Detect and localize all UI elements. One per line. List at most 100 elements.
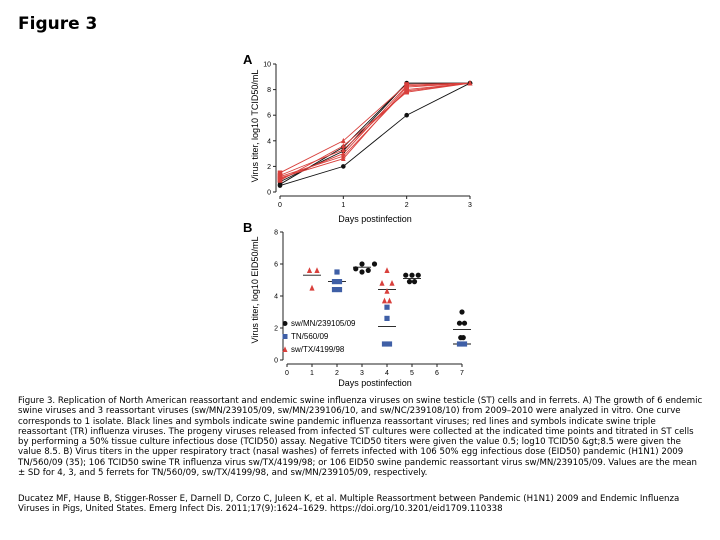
panel-a-data-point bbox=[404, 84, 409, 90]
panel-b-x-tick-label: 7 bbox=[460, 370, 464, 377]
panel-b-points bbox=[306, 261, 468, 347]
panel-b-data-point bbox=[331, 279, 338, 285]
panel-a-data-point bbox=[277, 175, 283, 181]
panel-b-y-tick-label: 4 bbox=[274, 294, 278, 301]
panel-b-data-point bbox=[406, 279, 413, 285]
panel-b-x-tick-label: 0 bbox=[285, 370, 289, 377]
panel-b-data-point bbox=[353, 266, 359, 272]
panel-a-x-tick-label: 1 bbox=[341, 202, 345, 209]
panel-a-data-point bbox=[341, 146, 346, 153]
panel-a-data-point bbox=[277, 173, 283, 178]
panel-a-series-line bbox=[279, 82, 471, 174]
panel-b-x-tick-label: 3 bbox=[360, 370, 364, 377]
panel-b-label: B bbox=[243, 220, 252, 235]
panel-b-legend-marker bbox=[282, 346, 288, 352]
panel-b-data-point bbox=[460, 335, 466, 341]
panel-b-legend-label: sw/TX/4199/98 bbox=[291, 345, 345, 354]
panel-a-data-point bbox=[341, 164, 346, 169]
panel-b-y-tick-label: 8 bbox=[274, 230, 278, 237]
panel-b-data-point bbox=[386, 341, 393, 347]
panel-b-data-point bbox=[336, 279, 343, 285]
panel-a-series-line bbox=[279, 82, 471, 181]
panel-b-x-tick-label: 5 bbox=[410, 370, 414, 377]
panel-b-data-point bbox=[371, 261, 378, 267]
panel-b-legend: sw/MN/239105/09 TN/560/09 sw/TX/4199/98 bbox=[282, 319, 356, 354]
panel-b-data-point bbox=[461, 320, 468, 326]
panel-a-x-tick-label: 2 bbox=[405, 202, 409, 209]
panel-b-data-point bbox=[365, 267, 371, 273]
panel-a-y-tick-label: 10 bbox=[263, 62, 271, 69]
panel-b-data-point bbox=[384, 304, 390, 310]
panel-a-y-tick-label: 0 bbox=[267, 190, 271, 197]
panel-a-points bbox=[277, 80, 473, 188]
panel-a-xlabel: Days postinfection bbox=[338, 214, 412, 224]
panel-b-data-point bbox=[384, 315, 390, 321]
panel-b-data-point bbox=[309, 284, 315, 291]
panel-b-x-tick-label: 2 bbox=[335, 370, 339, 377]
panel-b-x-tick-label: 4 bbox=[385, 370, 389, 377]
panel-b-x-tick-label: 6 bbox=[435, 370, 439, 377]
panel-a-data-point bbox=[277, 178, 283, 183]
figure-caption: Figure 3. Replication of North American … bbox=[18, 396, 703, 479]
panel-b-data-point bbox=[306, 267, 313, 273]
panel-b-data-point bbox=[314, 267, 320, 273]
panel-a-axes: 0 2 4 6 8 10 0 1 2 3 bbox=[263, 62, 472, 210]
panel-a-data-point bbox=[341, 137, 346, 144]
panel-b-data-point bbox=[403, 272, 409, 278]
panel-b-data-point bbox=[384, 288, 390, 294]
panel-a-data-point bbox=[404, 88, 409, 94]
panel-b-data-point bbox=[459, 309, 465, 315]
panel-a-data-point bbox=[404, 112, 409, 118]
panel-b-data-point bbox=[384, 267, 390, 273]
panel-a-data-point bbox=[277, 170, 283, 176]
panel-b-legend-label: TN/560/09 bbox=[291, 332, 329, 341]
panel-b-data-point bbox=[386, 297, 393, 304]
panel-a-ylabel: Virus titer, log10 TCID50/mL bbox=[250, 70, 260, 183]
panel-b-data-point bbox=[379, 280, 385, 286]
panel-b-data-point bbox=[336, 287, 343, 293]
panel-a-y-tick-label: 4 bbox=[267, 138, 271, 145]
panel-a-data-point bbox=[341, 143, 346, 149]
panel-a-data-point bbox=[341, 155, 346, 162]
figure-citation: Ducatez MF, Hause B, Stigger-Rosser E, D… bbox=[18, 494, 680, 515]
panel-b-y-tick-label: 0 bbox=[274, 358, 278, 365]
panel-b-mean-lines bbox=[303, 266, 471, 345]
figure-title: Figure 3 bbox=[18, 14, 98, 34]
panel-a-data-point bbox=[404, 82, 409, 87]
panel-a-x-tick-label: 3 bbox=[468, 202, 472, 209]
panel-b-data-point bbox=[456, 320, 463, 326]
figure-panels: A Virus titer, log10 TCID50/mL Days post… bbox=[243, 52, 473, 388]
panel-a-series-line bbox=[279, 82, 470, 185]
panel-b-y-tick-label: 6 bbox=[274, 262, 278, 269]
panel-b-ylabel: Virus titer, log10 EID50/mL bbox=[250, 237, 260, 344]
panel-a-label: A bbox=[243, 52, 253, 67]
panel-a-y-tick-label: 2 bbox=[267, 164, 271, 171]
panel-b-y-tick-label: 2 bbox=[274, 326, 278, 333]
panel-b-legend-marker bbox=[282, 321, 288, 326]
panel-a-series-line bbox=[279, 82, 471, 179]
panel-a-series-line bbox=[279, 82, 471, 187]
panel-b-legend-marker bbox=[282, 334, 288, 339]
panel-b-data-point bbox=[381, 297, 388, 304]
panel-a-x-tick-label: 0 bbox=[278, 202, 282, 209]
panel-a-series-line bbox=[279, 82, 471, 176]
panel-b-data-point bbox=[456, 341, 463, 347]
panel-b-axes: 0 2 4 6 8 0 1 2 3 4 5 6 7 bbox=[274, 230, 464, 378]
panel-b-data-point bbox=[381, 341, 388, 347]
panel-b-data-point bbox=[415, 272, 421, 278]
panel-a-series-lines bbox=[279, 82, 471, 187]
panel-b-data-point bbox=[389, 280, 395, 286]
panel-b-data-point bbox=[461, 341, 468, 347]
panel-b-data-point bbox=[409, 272, 415, 278]
panel-a: A Virus titer, log10 TCID50/mL Days post… bbox=[243, 52, 473, 224]
panel-b-data-point bbox=[331, 287, 338, 293]
panel-b-data-point bbox=[411, 279, 418, 285]
panel-b-data-point bbox=[359, 269, 365, 275]
panel-b-data-point bbox=[359, 261, 365, 267]
panel-a-y-tick-label: 6 bbox=[267, 113, 271, 120]
panel-a-data-point bbox=[277, 182, 283, 187]
panel-b-data-point bbox=[334, 269, 340, 275]
panel-a-data-point bbox=[467, 80, 473, 86]
panel-b-xlabel: Days postinfection bbox=[338, 378, 412, 388]
panel-a-y-tick-label: 8 bbox=[267, 87, 271, 94]
